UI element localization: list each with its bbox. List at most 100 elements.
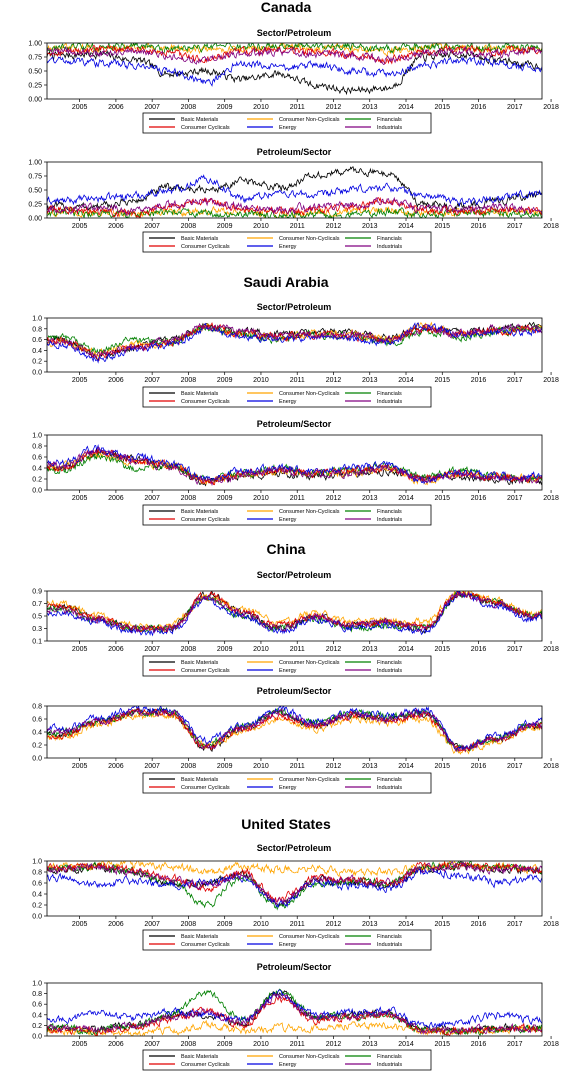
- legend-box: [142, 772, 432, 794]
- x-tick-label: 2008: [181, 104, 197, 111]
- x-tick-label: 2011: [290, 1041, 305, 1048]
- x-tick-label: 2017: [507, 763, 523, 770]
- y-tick-label: 1.0: [32, 859, 42, 866]
- series-line: [47, 196, 542, 217]
- legend-label: Consumer Non-Cyclicals: [279, 117, 340, 123]
- x-tick-label: 2012: [326, 1041, 342, 1048]
- x-tick-label: 2017: [507, 377, 523, 384]
- series-line: [47, 989, 542, 1028]
- legend-label: Basic Materials: [181, 1054, 219, 1060]
- x-tick-label: 2006: [108, 1041, 124, 1048]
- legend-label: Financials: [377, 509, 402, 515]
- y-tick-label: 0.8: [32, 991, 42, 998]
- x-tick-label: 2011: [290, 763, 305, 770]
- x-tick-label: 2008: [181, 646, 197, 653]
- x-tick-label: 2017: [507, 921, 523, 928]
- plot-frame: [46, 317, 543, 373]
- legend-label: Consumer Cyclicals: [181, 125, 230, 131]
- x-tick-label: 2008: [181, 921, 197, 928]
- x-tick-label: 2014: [398, 1041, 414, 1048]
- series-line: [47, 321, 542, 362]
- x-tick-label: 2007: [144, 921, 160, 928]
- plot-frame: [46, 860, 543, 917]
- series-line: [47, 868, 542, 909]
- y-tick-label: 1.00: [28, 41, 42, 48]
- y-tick-label: 1.0: [32, 981, 42, 988]
- legend-label: Financials: [377, 236, 402, 242]
- x-tick-label: 2009: [217, 763, 233, 770]
- x-tick-label: 2006: [108, 223, 124, 230]
- legend-label: Consumer Non-Cyclicals: [279, 509, 340, 515]
- legend-label: Basic Materials: [181, 777, 219, 783]
- y-tick-label: 0.4: [32, 1012, 42, 1019]
- legend-label: Industrials: [377, 668, 402, 674]
- legend-label: Energy: [279, 668, 297, 674]
- x-tick-label: 2010: [253, 495, 269, 502]
- x-tick-label: 2012: [326, 104, 342, 111]
- chart-title: Petroleum/Sector: [257, 686, 332, 696]
- series-line: [47, 995, 542, 1036]
- x-tick-label: 2014: [398, 495, 414, 502]
- legend-label: Industrials: [377, 399, 402, 405]
- x-tick-label: 2011: [290, 921, 305, 928]
- x-tick-label: 2007: [144, 104, 160, 111]
- x-tick-label: 2010: [253, 921, 269, 928]
- x-tick-label: 2006: [108, 763, 124, 770]
- plot-frame: [46, 434, 543, 491]
- y-tick-label: 0.2: [32, 1023, 42, 1030]
- chart-panel: Sector/Petroleum 0.0 0.2 0.4 0.6 0.8 1.0 2005 20…: [32, 843, 559, 951]
- x-tick-label: 2006: [108, 646, 124, 653]
- legend-label: Industrials: [377, 517, 402, 523]
- series-line: [47, 992, 542, 1035]
- legend-label: Financials: [377, 117, 402, 123]
- x-tick-label: 2015: [434, 1041, 450, 1048]
- legend-label: Consumer Cyclicals: [181, 668, 230, 674]
- series-line: [47, 446, 542, 487]
- x-tick-label: 2012: [326, 223, 342, 230]
- x-tick-label: 2018: [543, 921, 559, 928]
- country-title-saudi-arabia: Saudi Arabia: [243, 274, 329, 290]
- y-tick-label: 0.6: [32, 455, 42, 462]
- y-tick-label: 0.75: [28, 174, 42, 181]
- legend-label: Basic Materials: [181, 509, 219, 515]
- chart-panel: Sector/Petroleum 0.0 0.2 0.4 0.6 0.8 1.0 2005 20…: [32, 302, 559, 408]
- country-title-united-states: United States: [241, 816, 331, 832]
- legend-label: Consumer Cyclicals: [181, 942, 230, 948]
- x-tick-label: 2018: [543, 646, 559, 653]
- y-tick-label: 0.4: [32, 466, 42, 473]
- series-line: [47, 322, 542, 364]
- x-tick-label: 2018: [543, 495, 559, 502]
- legend-label: Consumer Cyclicals: [181, 517, 230, 523]
- x-tick-label: 2012: [326, 763, 342, 770]
- y-tick-label: 0.8: [32, 704, 42, 711]
- legend-label: Consumer Non-Cyclicals: [279, 660, 340, 666]
- x-tick-label: 2017: [507, 495, 523, 502]
- legend-label: Industrials: [377, 1062, 402, 1068]
- y-tick-label: 0.0: [32, 914, 42, 921]
- y-tick-label: 0.0: [32, 756, 42, 763]
- x-tick-label: 2005: [72, 921, 88, 928]
- legend-label: Basic Materials: [181, 117, 219, 123]
- series-line: [47, 322, 542, 358]
- x-tick-label: 2013: [362, 223, 378, 230]
- legend-label: Financials: [377, 1054, 402, 1060]
- y-tick-label: 0.2: [32, 743, 42, 750]
- x-tick-label: 2017: [507, 646, 523, 653]
- chart-title: Petroleum/Sector: [257, 147, 332, 157]
- y-tick-label: 0.0: [32, 1034, 42, 1041]
- x-tick-label: 2014: [398, 921, 414, 928]
- series-line: [47, 706, 542, 751]
- y-tick-label: 0.25: [28, 83, 42, 90]
- legend-box: [142, 112, 432, 134]
- legend-label: Energy: [279, 1062, 297, 1068]
- legend-label: Consumer Cyclicals: [181, 244, 230, 250]
- legend-label: Consumer Non-Cyclicals: [279, 777, 340, 783]
- x-tick-label: 2018: [543, 1041, 559, 1048]
- y-tick-label: 0.75: [28, 55, 42, 62]
- chart-title: Sector/Petroleum: [257, 843, 332, 853]
- x-tick-label: 2005: [72, 646, 88, 653]
- series-line: [47, 591, 542, 634]
- x-tick-label: 2016: [471, 104, 487, 111]
- x-tick-label: 2009: [217, 495, 233, 502]
